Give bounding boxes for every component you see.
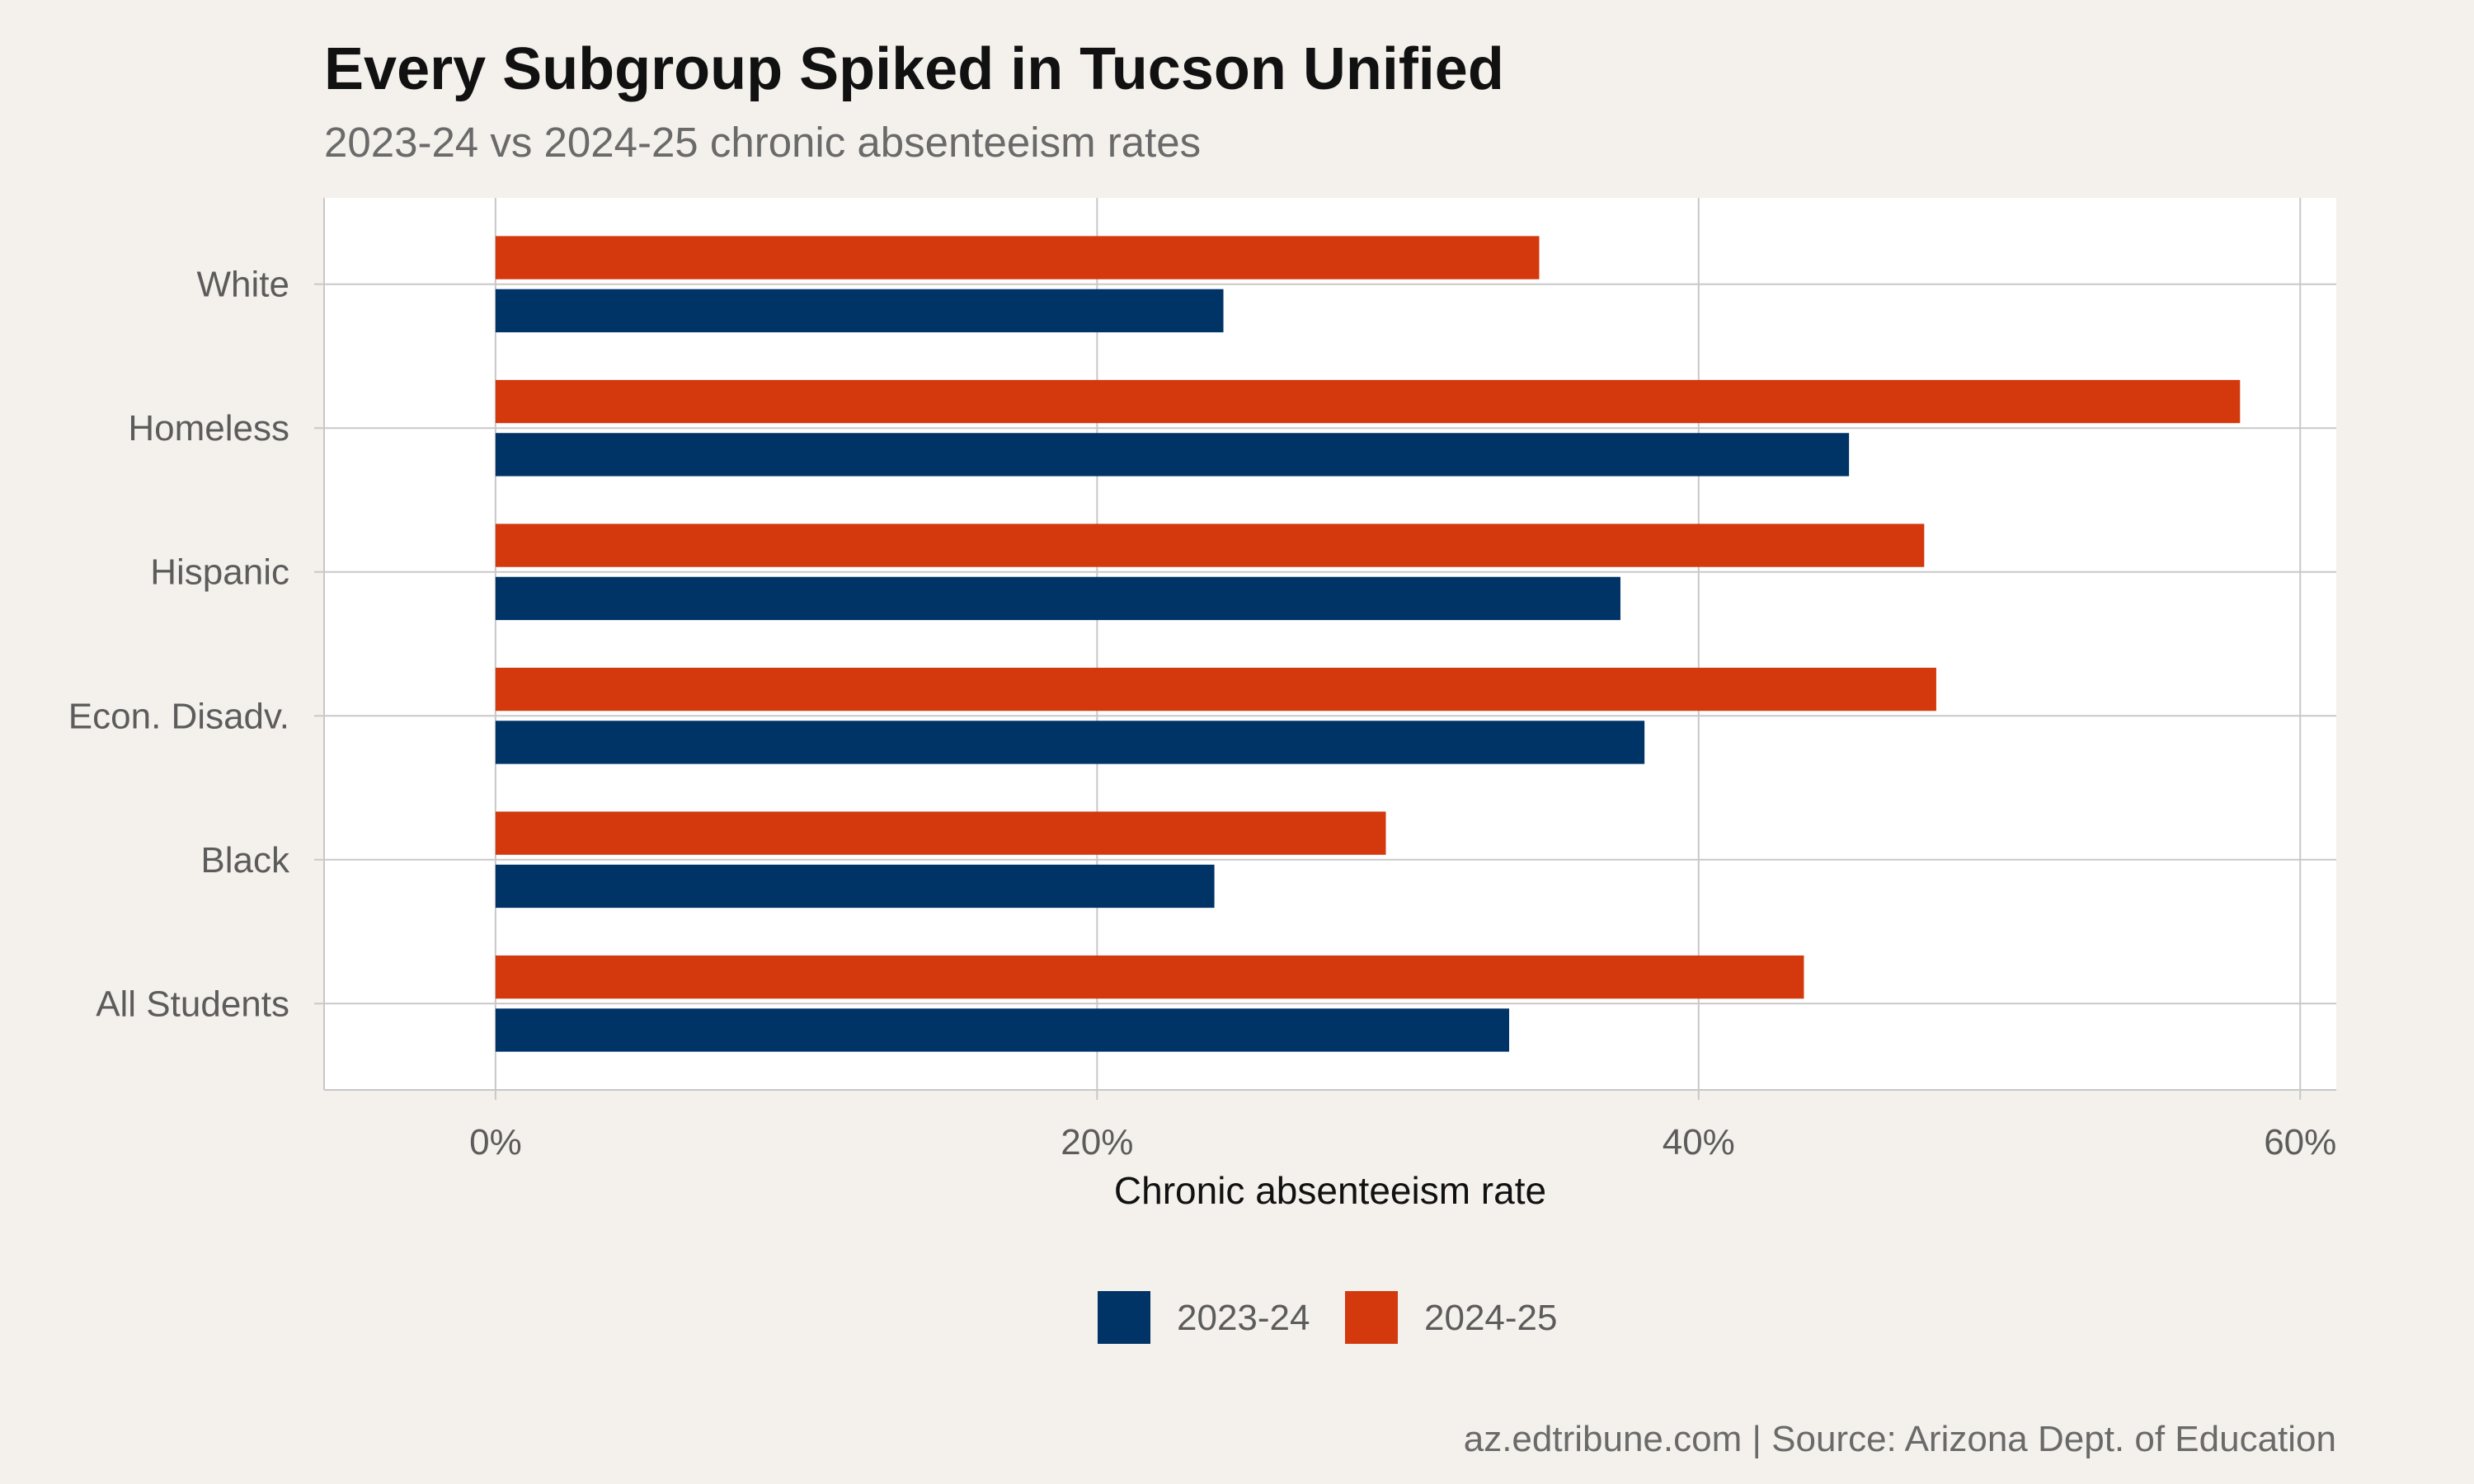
- category-label: Econ. Disadv.: [68, 696, 289, 736]
- bar-2023-24: [495, 433, 1850, 477]
- source-caption: az.edtribune.com | Source: Arizona Dept.…: [1464, 1419, 2336, 1459]
- category-label: White: [197, 265, 289, 305]
- legend-swatch: [1098, 1291, 1150, 1344]
- category-label: Homeless: [128, 408, 289, 448]
- legend-label: 2023-24: [1177, 1298, 1310, 1338]
- legend-label: 2024-25: [1424, 1298, 1557, 1338]
- category-label: Hispanic: [150, 552, 289, 593]
- x-axis-title: Chronic absenteeism rate: [1114, 1169, 1546, 1212]
- bar-2023-24: [495, 576, 1620, 621]
- bar-2023-24: [495, 289, 1224, 333]
- category-label: All Students: [96, 984, 289, 1024]
- bar-2023-24: [495, 721, 1645, 764]
- bar-2024-25: [495, 955, 1804, 999]
- bars: [495, 236, 2241, 1052]
- bar-2024-25: [495, 811, 1386, 855]
- legend: 2023-24 2024-25: [1098, 1291, 1557, 1344]
- x-tick-label: 0%: [469, 1122, 522, 1162]
- bar-2024-25: [495, 379, 2241, 424]
- x-tick-label: 60%: [2264, 1122, 2336, 1162]
- x-tick-label: 20%: [1061, 1122, 1133, 1162]
- bar-2024-25: [495, 524, 1925, 567]
- bar-2024-25: [495, 236, 1540, 279]
- legend-swatch: [1345, 1291, 1398, 1344]
- axes: 0% 20% 40% 60% All Students Black Econ. Disadv…: [68, 198, 2336, 1162]
- chart-subtitle: 2023-24 vs 2024-25 chronic absenteeism r…: [324, 119, 1201, 166]
- category-label: Black: [200, 840, 290, 881]
- x-tick-label: 40%: [1663, 1122, 1735, 1162]
- chart-title: Every Subgroup Spiked in Tucson Unified: [324, 36, 1504, 102]
- bar-2023-24: [495, 1008, 1510, 1052]
- grid-lines: [324, 198, 2336, 1090]
- bar-2023-24: [495, 864, 1215, 909]
- plot-panel: [324, 198, 2336, 1090]
- bar-2024-25: [495, 667, 1936, 711]
